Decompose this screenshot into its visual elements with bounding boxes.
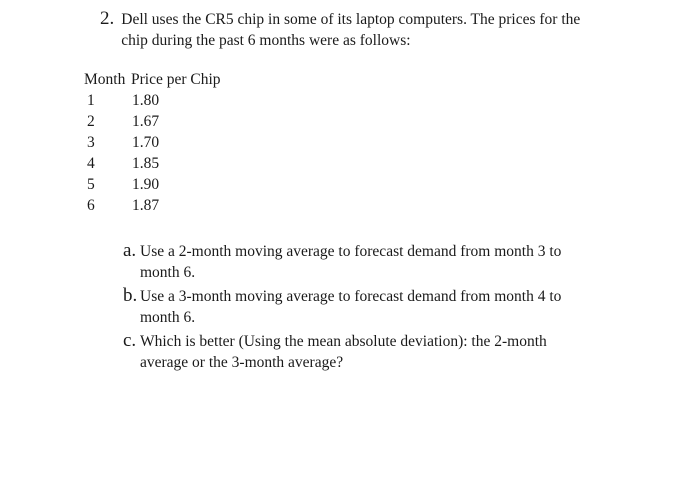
problem-statement: Dell uses the CR5 chip in some of its la… <box>121 9 580 51</box>
table-header-row: Month Price per Chip <box>84 69 221 90</box>
problem-statement-line2: chip during the past 6 months were as fo… <box>121 32 411 49</box>
price-cell: 1.87 <box>132 197 160 214</box>
price-cell: 1.85 <box>132 155 160 172</box>
table-row: 5 1.90 <box>84 174 221 195</box>
question-label: a. <box>123 240 137 261</box>
table-row: 2 1.67 <box>84 111 221 132</box>
table-row: 6 1.87 <box>84 195 221 216</box>
question-text-line2: month 6. <box>140 309 196 326</box>
question-label: c. <box>123 330 137 351</box>
question-text: Use a 2-month moving average to forecast… <box>140 241 561 283</box>
question-text: Use a 3-month moving average to forecast… <box>140 286 561 328</box>
question-text-line1: Use a 2-month moving average to forecast… <box>140 243 562 260</box>
price-cell: 1.80 <box>132 92 160 109</box>
question-text-line1: Use a 3-month moving average to forecast… <box>140 288 562 305</box>
question-item-a: a. Use a 2-month moving average to forec… <box>123 240 623 283</box>
question-text: Which is better (Using the mean absolute… <box>140 331 547 373</box>
question-item-b: b. Use a 3-month moving average to forec… <box>123 285 623 328</box>
question-item-c: c. Which is better (Using the mean absol… <box>123 330 623 373</box>
column-header-price: Price per Chip <box>131 71 221 88</box>
question-text-line1: Which is better (Using the mean absolute… <box>140 333 547 350</box>
question-label: b. <box>123 285 138 306</box>
month-cell: 2 <box>87 113 95 130</box>
question-text-line2: average or the 3-month average? <box>140 354 344 371</box>
month-cell: 1 <box>87 92 95 109</box>
month-cell: 6 <box>87 197 95 214</box>
question-text-line2: month 6. <box>140 264 196 281</box>
column-header-month: Month <box>84 71 126 88</box>
price-table: Month Price per Chip 1 1.80 2 1.67 3 1.7… <box>84 69 221 216</box>
month-cell: 3 <box>87 134 95 151</box>
questions-list: a. Use a 2-month moving average to forec… <box>123 240 623 375</box>
problem-number: 2. <box>100 8 115 29</box>
month-cell: 4 <box>87 155 95 172</box>
price-cell: 1.90 <box>132 176 160 193</box>
month-cell: 5 <box>87 176 95 193</box>
table-row: 1 1.80 <box>84 90 221 111</box>
problem-statement-line1: Dell uses the CR5 chip in some of its la… <box>121 11 581 28</box>
problem-block: 2. Dell uses the CR5 chip in some of its… <box>100 8 660 51</box>
table-row: 4 1.85 <box>84 153 221 174</box>
table-row: 3 1.70 <box>84 132 221 153</box>
price-cell: 1.70 <box>132 134 160 151</box>
price-cell: 1.67 <box>132 113 160 130</box>
